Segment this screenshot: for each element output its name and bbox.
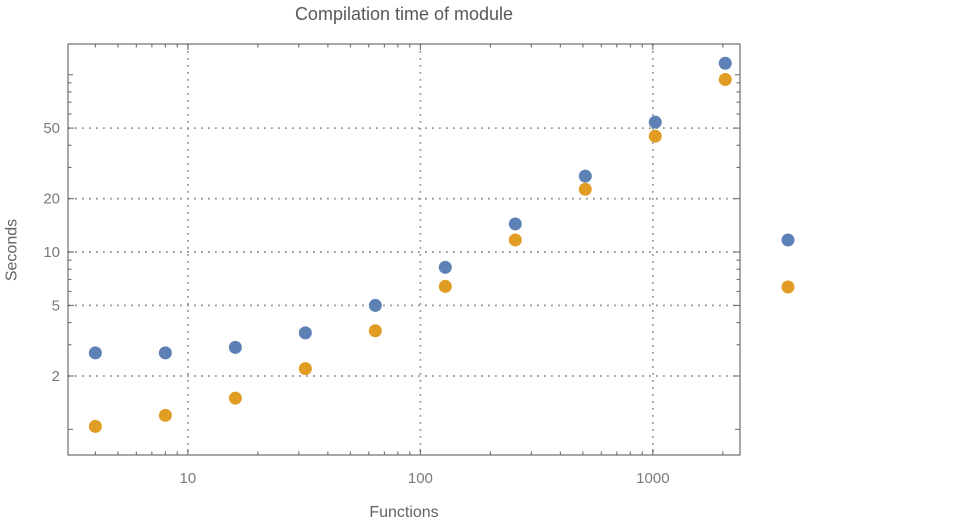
data-point-series-blue (228, 340, 242, 354)
data-point-series-blue (88, 346, 102, 360)
data-point-series-orange (648, 129, 662, 143)
data-point-series-orange (508, 233, 522, 247)
x-tick-label: 10 (180, 470, 197, 487)
data-point-series-orange (718, 72, 732, 86)
chart-title: Compilation time of module (294, 4, 514, 24)
data-point-series-blue (438, 260, 452, 274)
x-axis-label: Functions (369, 504, 439, 521)
data-point-series-orange (88, 419, 102, 433)
data-point-series-blue (298, 326, 312, 340)
y-axis-label: Seconds (3, 218, 21, 282)
data-point-series-orange (578, 182, 592, 196)
plot-frame (67, 43, 741, 456)
data-point-series-blue (158, 346, 172, 360)
data-point-series-orange (158, 408, 172, 422)
x-tick-label: 100 (408, 470, 433, 487)
data-point-series-blue (368, 298, 382, 312)
y-tick-label: 2 (52, 368, 60, 385)
y-tick-label: 10 (43, 244, 60, 261)
data-point-series-blue (508, 217, 522, 231)
data-point-series-blue (718, 56, 732, 70)
data-point-series-blue (578, 169, 592, 183)
data-point-series-orange (438, 279, 452, 293)
y-tick-label: 50 (43, 120, 60, 137)
legend-marker-1 (781, 280, 795, 294)
data-point-series-orange (298, 362, 312, 376)
y-tick-label: 20 (43, 191, 60, 208)
x-tick-label: 1000 (636, 470, 669, 487)
y-tick-label: 5 (52, 297, 60, 314)
data-point-series-orange (228, 391, 242, 405)
data-point-series-blue (648, 115, 662, 129)
legend-marker-0 (781, 233, 795, 247)
data-point-series-orange (368, 324, 382, 338)
